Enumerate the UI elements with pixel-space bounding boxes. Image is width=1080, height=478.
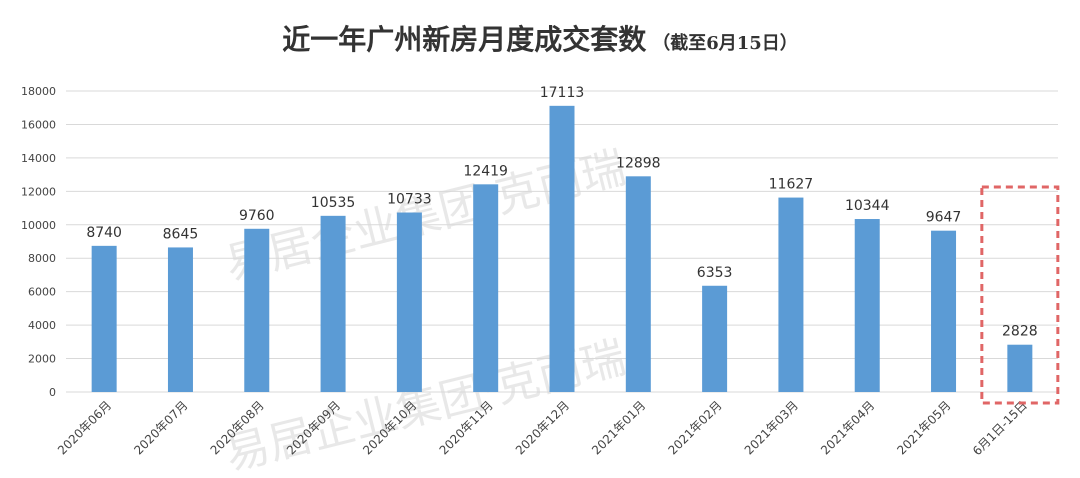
highlight-box bbox=[980, 185, 1060, 405]
bar bbox=[625, 176, 651, 392]
bar bbox=[931, 230, 957, 392]
y-tick-label: 10000 bbox=[21, 219, 56, 232]
x-tick-label: 6月1日-15日 bbox=[970, 398, 1030, 458]
data-label: 12419 bbox=[463, 163, 508, 179]
bar bbox=[702, 285, 728, 392]
data-label: 2828 bbox=[1002, 324, 1038, 340]
bar bbox=[167, 247, 193, 392]
x-tick-label: 2020年07月 bbox=[131, 398, 190, 457]
y-tick-label: 18000 bbox=[21, 85, 56, 98]
y-tick-label: 0 bbox=[49, 386, 56, 399]
x-tick-label: 2021年03月 bbox=[742, 398, 801, 457]
chart-title: 近一年广州新房月度成交套数 （截至6月15日） bbox=[0, 18, 1080, 58]
chart-title-main: 近一年广州新房月度成交套数 bbox=[282, 23, 647, 56]
bar bbox=[244, 228, 270, 392]
bar bbox=[91, 245, 117, 392]
y-tick-label: 2000 bbox=[28, 353, 56, 366]
data-label: 9647 bbox=[926, 210, 962, 226]
data-label: 8740 bbox=[86, 225, 122, 241]
data-label: 6353 bbox=[697, 265, 733, 281]
y-tick-label: 16000 bbox=[21, 118, 56, 131]
data-label: 10344 bbox=[845, 198, 890, 214]
bar bbox=[320, 215, 346, 392]
data-label: 11627 bbox=[769, 177, 814, 193]
y-tick-label: 8000 bbox=[28, 252, 56, 265]
data-label: 10535 bbox=[311, 195, 356, 211]
y-tick-label: 14000 bbox=[21, 152, 56, 165]
y-tick-label: 6000 bbox=[28, 286, 56, 299]
bar bbox=[1007, 344, 1033, 392]
x-tick-label: 2021年05月 bbox=[894, 398, 953, 457]
x-tick-label: 2020年06月 bbox=[55, 398, 114, 457]
y-tick-label: 4000 bbox=[28, 319, 56, 332]
chart-subtitle: （截至6月15日） bbox=[652, 33, 798, 54]
x-tick-label: 2021年01月 bbox=[589, 398, 648, 457]
data-label: 8645 bbox=[163, 226, 199, 242]
bar bbox=[473, 184, 499, 392]
x-tick-label: 2021年04月 bbox=[818, 398, 877, 457]
bar bbox=[396, 212, 422, 392]
data-label: 9760 bbox=[239, 208, 275, 224]
data-label: 17113 bbox=[540, 85, 585, 101]
bar bbox=[778, 197, 804, 392]
x-tick-label: 2021年02月 bbox=[665, 398, 724, 457]
bar bbox=[854, 219, 880, 392]
data-label: 12898 bbox=[616, 155, 661, 171]
y-tick-label: 12000 bbox=[21, 185, 56, 198]
bar bbox=[549, 105, 575, 392]
data-label: 10733 bbox=[387, 192, 432, 208]
